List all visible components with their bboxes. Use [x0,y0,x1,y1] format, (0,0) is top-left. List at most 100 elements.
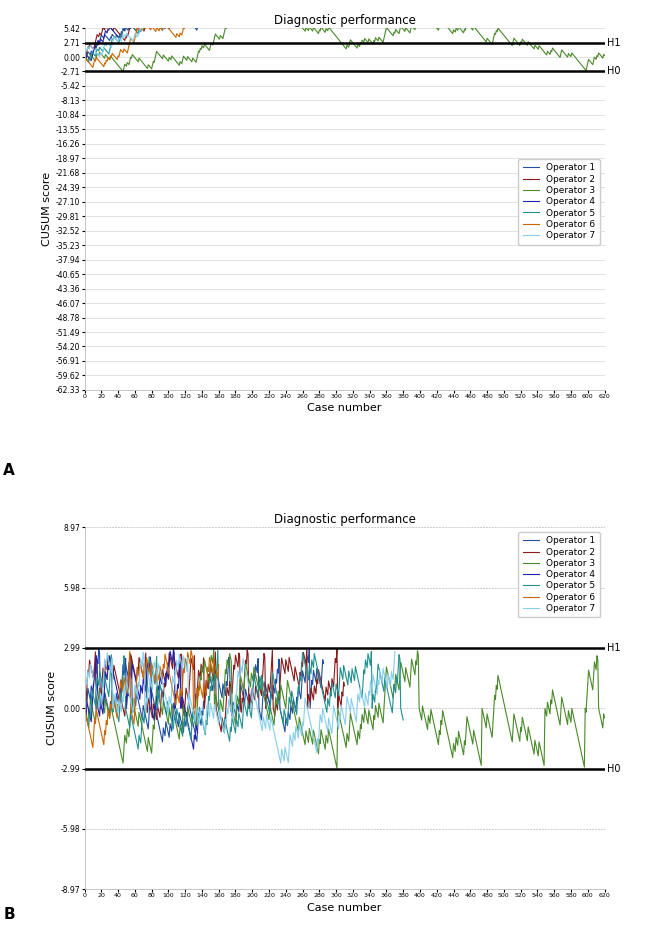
Legend: Operator 1, Operator 2, Operator 3, Operator 4, Operator 5, Operator 6, Operator: Operator 1, Operator 2, Operator 3, Oper… [518,159,600,244]
Operator 6 [118,682,126,694]
Operator 3 [390,26,398,37]
Operator 7 [344,695,352,707]
Operator 2 [285,651,293,663]
Operator 4 [125,7,133,18]
Operator 6 [131,33,138,44]
Operator 2 [81,51,88,63]
Operator 1 [218,693,226,704]
Operator 5 [93,672,101,683]
Operator 3 [81,703,88,714]
Operator 4 [81,703,88,714]
Line: Operator 2: Operator 2 [84,649,344,732]
Operator 4 [175,682,183,694]
Operator 1 [81,703,88,714]
Operator 1 [292,692,300,703]
Operator 7 [81,51,88,63]
Operator 6 [81,703,88,714]
Operator 6 [201,682,209,694]
Operator 1 [259,700,266,711]
Operator 4 [87,55,95,66]
Operator 7 [391,646,398,657]
Operator 7 [339,708,346,719]
Operator 7 [257,722,265,733]
Operator 3 [419,15,427,26]
X-axis label: Case number: Case number [307,902,382,913]
Operator 3 [210,644,218,655]
Operator 3 [379,37,387,48]
Line: Operator 3: Operator 3 [84,9,604,71]
Operator 4 [94,703,102,714]
Operator 6 [210,3,218,14]
Text: A: A [3,463,15,478]
Operator 3 [333,763,341,774]
Operator 7 [257,5,265,16]
Operator 1 [306,643,313,654]
Operator 1 [111,697,118,709]
Text: H1: H1 [607,643,621,653]
Operator 2 [194,665,202,676]
Operator 7 [343,0,351,8]
Operator 3 [81,51,88,63]
Operator 3 [242,4,250,15]
Operator 2 [333,643,341,654]
Operator 5 [127,709,135,720]
Operator 7 [214,718,222,729]
Operator 6 [89,62,97,73]
Operator 3 [530,749,538,760]
Operator 7 [123,676,131,687]
Operator 3 [528,737,536,748]
Operator 7 [81,703,88,714]
Operator 2 [112,24,120,36]
Operator 2 [191,703,199,714]
Operator 3 [601,50,608,61]
Operator 7 [214,4,222,15]
Operator 3 [352,735,360,746]
Operator 3 [419,705,427,716]
Operator 7 [259,711,267,723]
Operator 4 [170,643,177,654]
X-axis label: Case number: Case number [307,403,382,413]
Line: Operator 7: Operator 7 [84,0,395,57]
Operator 5 [289,689,296,700]
Operator 3 [528,40,536,51]
Line: Operator 1: Operator 1 [84,0,324,57]
Operator 1 [320,658,328,669]
Operator 1 [115,33,123,44]
Operator 5 [399,714,407,725]
Operator 2 [148,709,155,720]
Operator 6 [214,4,222,15]
Operator 6 [200,9,207,21]
Operator 1 [112,29,120,40]
Operator 1 [217,12,225,23]
Operator 6 [187,645,195,656]
Operator 6 [193,10,201,22]
Operator 1 [111,32,118,43]
Operator 6 [81,51,88,63]
Operator 6 [118,46,126,57]
Operator 7 [338,0,346,11]
Operator 4 [190,743,198,754]
Operator 5 [331,688,339,699]
Operator 5 [94,44,102,55]
Operator 3 [119,66,127,77]
Operator 3 [530,43,538,54]
Text: H0: H0 [607,66,621,77]
Operator 1 [115,699,123,710]
Operator 4 [124,675,132,686]
Operator 6 [210,653,218,665]
Operator 7 [123,27,131,38]
Operator 7 [277,757,285,768]
Operator 2 [269,703,277,714]
Operator 3 [390,679,398,690]
Operator 2 [81,703,88,714]
Operator 5 [135,743,142,754]
Operator 5 [81,51,88,63]
Operator 6 [126,37,134,48]
Line: Operator 4: Operator 4 [84,649,198,749]
Text: H1: H1 [607,37,621,48]
Operator 2 [149,17,157,28]
Operator 6 [126,646,134,657]
Operator 5 [168,4,176,15]
Operator 4 [81,51,88,63]
Line: Operator 6: Operator 6 [84,651,218,748]
